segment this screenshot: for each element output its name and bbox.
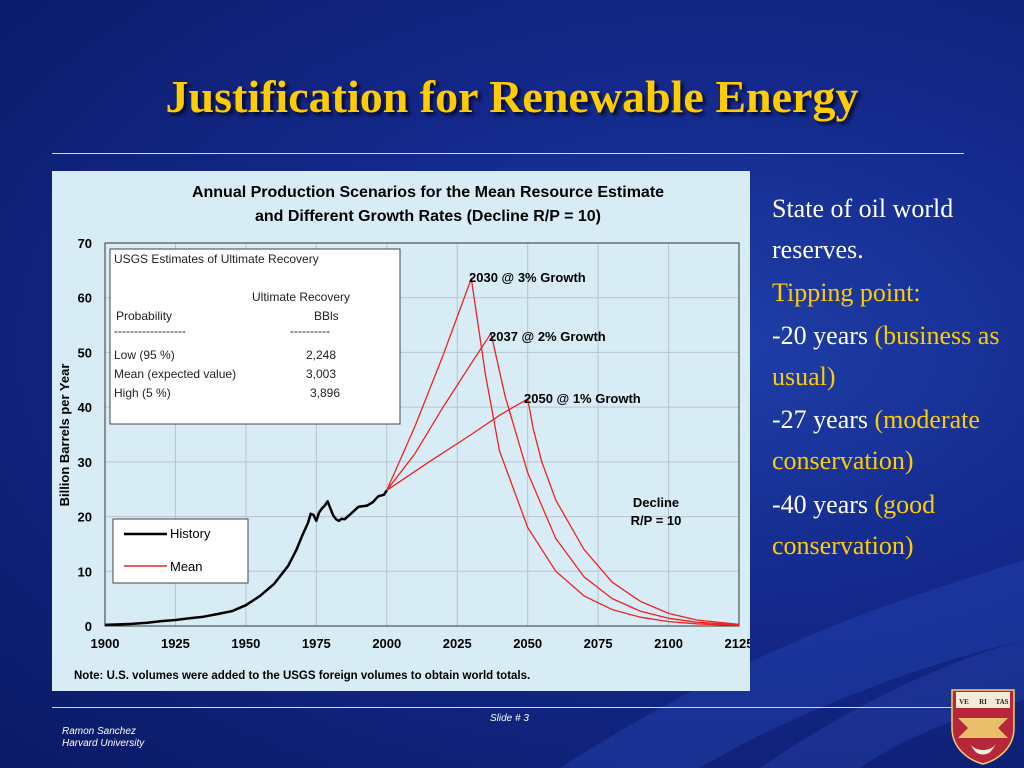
- table-row-value: 3,896: [310, 386, 340, 400]
- x-tick-label: 2100: [654, 636, 683, 651]
- series: [104, 277, 740, 627]
- y-tick-label: 10: [78, 564, 92, 579]
- bullet-27-years: -27 years (moderate conservation): [772, 405, 980, 476]
- table-dash-1: ------------------: [114, 324, 186, 338]
- annotation-rp: R/P = 10: [631, 513, 682, 528]
- table-row-label: High (5 %): [114, 386, 171, 400]
- bullet-reserves: State of oil world reserves.: [772, 194, 954, 265]
- x-tick-label: 1925: [161, 636, 190, 651]
- plot-frame: [104, 242, 740, 627]
- x-tick-label: 2000: [372, 636, 401, 651]
- svg-text:TAS: TAS: [995, 698, 1008, 706]
- author-affiliation: Harvard University: [62, 738, 145, 749]
- axis-ticks: 1900 1925 1950 1975 2000 2025 2050 2075 2100 2125…: [78, 236, 750, 651]
- x-tick-label: 2025: [443, 636, 472, 651]
- table-col2-header: BBls: [314, 309, 339, 323]
- chart-note: Note: U.S. volumes were added to the USG…: [74, 670, 530, 682]
- production-chart: Annual Production Scenarios for the Mean…: [57, 184, 750, 682]
- scenario-series-line: [386, 332, 740, 626]
- chart-title: Annual Production Scenarios for the Mean…: [192, 184, 664, 201]
- annotation-3pct: 2030 @ 3% Growth: [469, 270, 586, 285]
- y-tick-label: 20: [78, 510, 92, 525]
- y-tick-label: 60: [78, 291, 92, 306]
- x-tick-label: 2050: [513, 636, 542, 651]
- table-title: USGS Estimates of Ultimate Recovery: [114, 252, 319, 266]
- svg-text:VE: VE: [959, 698, 969, 706]
- table-row-label: Low (95 %): [114, 348, 175, 362]
- table-row-label: Mean (expected value): [114, 367, 236, 381]
- bullet-40-years: -40 years (good conservation): [772, 489, 936, 560]
- x-tick-label: 2075: [584, 636, 613, 651]
- y-tick-label: 40: [78, 400, 92, 415]
- table-col-header-top: Ultimate Recovery: [252, 290, 350, 304]
- history-series-line: [104, 489, 388, 627]
- legend-mean-label: Mean: [170, 559, 203, 574]
- x-tick-label: 2125: [725, 636, 750, 651]
- y-tick-label: 70: [78, 236, 92, 251]
- usgs-table: USGS Estimates of Ultimate Recovery Ulti…: [109, 248, 401, 425]
- footer-author: Ramon Sanchez Harvard University: [62, 726, 144, 750]
- table-dash-2: ----------: [290, 324, 330, 338]
- annotation-1pct: 2050 @ 1% Growth: [524, 391, 641, 406]
- x-tick-label: 1950: [231, 636, 260, 651]
- chart-panel: Annual Production Scenarios for the Mean…: [52, 171, 750, 691]
- y-tick-label: 30: [78, 455, 92, 470]
- footer-divider: [52, 707, 964, 708]
- table-row-value: 3,003: [306, 367, 336, 381]
- svg-text:RI: RI: [979, 698, 987, 706]
- annotation-decline: Decline: [633, 495, 679, 510]
- bullet-list: State of oil world reserves. Tipping poi…: [772, 188, 1022, 568]
- harvard-crest-logo: VE RI TAS: [951, 689, 1015, 765]
- y-axis-label: Billion Barrels per Year: [57, 364, 72, 507]
- title-divider: [52, 153, 964, 154]
- legend-history-label: History: [170, 526, 211, 541]
- x-tick-label: 1900: [91, 636, 120, 651]
- author-name: Ramon Sanchez: [62, 726, 136, 737]
- table-col1-header: Probability: [116, 309, 172, 323]
- y-tick-label: 0: [85, 619, 92, 634]
- bullet-tipping-point: Tipping point:: [772, 278, 921, 308]
- scenario-series-line: [386, 398, 740, 626]
- slide-title: Justification for Renewable Energy: [165, 71, 859, 122]
- slide-number: Slide # 3: [490, 713, 529, 724]
- scenario-series-line: [386, 277, 740, 627]
- x-tick-label: 1975: [302, 636, 331, 651]
- bullet-20-years: -20 years (business as usual): [772, 321, 1000, 392]
- table-row-value: 2,248: [306, 348, 336, 362]
- chart-subtitle: and Different Growth Rates (Decline R/P …: [255, 208, 601, 225]
- chart-legend: History Mean: [112, 518, 249, 584]
- y-tick-label: 50: [78, 345, 92, 360]
- annotation-2pct: 2037 @ 2% Growth: [489, 329, 606, 344]
